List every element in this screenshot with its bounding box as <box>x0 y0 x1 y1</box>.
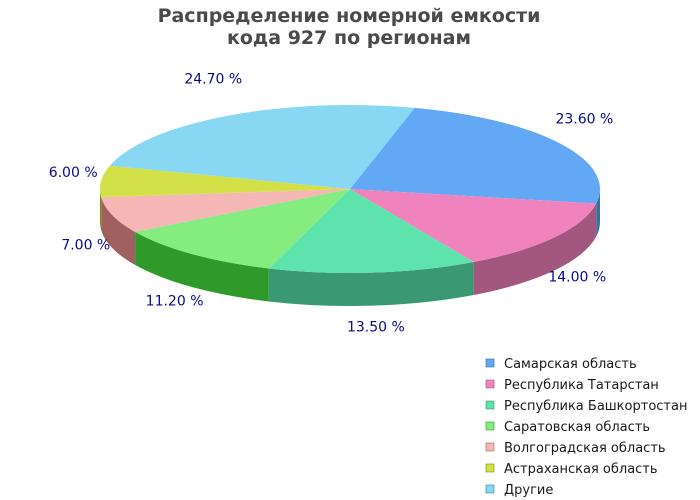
pie-tops <box>99 104 600 273</box>
chart-title-line-2: кода 927 по регионам <box>227 27 471 49</box>
pie-slice-республика-татарстан <box>350 189 597 263</box>
legend-swatch-другие <box>485 484 495 494</box>
pie-sides <box>100 189 600 306</box>
pie-slice-волгоградская-область <box>101 189 350 232</box>
legend: Самарская область Республика Татарстан Рес… <box>485 357 687 498</box>
legend-swatch-волгоградская-область <box>485 442 495 452</box>
legend-swatch-республика-татарстан <box>485 379 495 389</box>
pie-slice-самарская-область <box>350 107 600 204</box>
chart-title-line-1: Распределение номерной емкости <box>158 5 541 27</box>
legend-swatch-самарская-область <box>485 358 495 368</box>
legend-label-саратовская-область: Саратовская область <box>504 420 650 435</box>
data-label-самарская-область: 23.60 % <box>555 111 613 127</box>
legend-swatch-саратовская-область <box>485 421 495 431</box>
pie-side-волгоградская-область <box>101 197 136 265</box>
pie-side-республика-башкортостан <box>268 262 474 306</box>
data-label-республика-татарстан: 14.00 % <box>548 269 606 285</box>
data-label-другие: 24.70 % <box>184 72 242 88</box>
legend-swatch-республика-башкортостан <box>485 400 495 410</box>
data-label-волгоградская-область: 7.00 % <box>61 237 110 253</box>
legend-label-самарская-область: Самарская область <box>504 357 637 372</box>
pie-slice-другие <box>109 104 415 189</box>
legend-label-республика-башкортостан: Республика Башкортостан <box>504 399 687 414</box>
pie-side-саратовская-область <box>135 231 269 302</box>
pie-slice-республика-башкортостан <box>268 189 474 273</box>
pie-side-астраханская-область <box>100 189 102 231</box>
legend-label-астраханская-область: Астраханская область <box>504 462 658 477</box>
data-label-астраханская-область: 6.00 % <box>49 165 98 181</box>
data-label-саратовская-область: 11.20 % <box>146 293 204 309</box>
pie-labels: 23.60 % 14.00 % 13.50 % 11.20 % 7.00 % 6.00 %… <box>49 72 614 336</box>
pie-side-самарская-область <box>596 189 600 237</box>
pie-slice-астраханская-область <box>99 165 350 198</box>
legend-label-волгоградская-область: Волгоградская область <box>504 441 666 456</box>
pie-slice-саратовская-область <box>135 189 350 269</box>
pie-side-республика-татарстан <box>473 203 597 296</box>
legend-label-другие: Другие <box>504 483 553 498</box>
legend-label-республика-татарстан: Республика Татарстан <box>504 378 659 393</box>
legend-swatch-астраханская-область <box>485 463 495 473</box>
data-label-республика-башкортостан: 13.50 % <box>347 320 405 336</box>
